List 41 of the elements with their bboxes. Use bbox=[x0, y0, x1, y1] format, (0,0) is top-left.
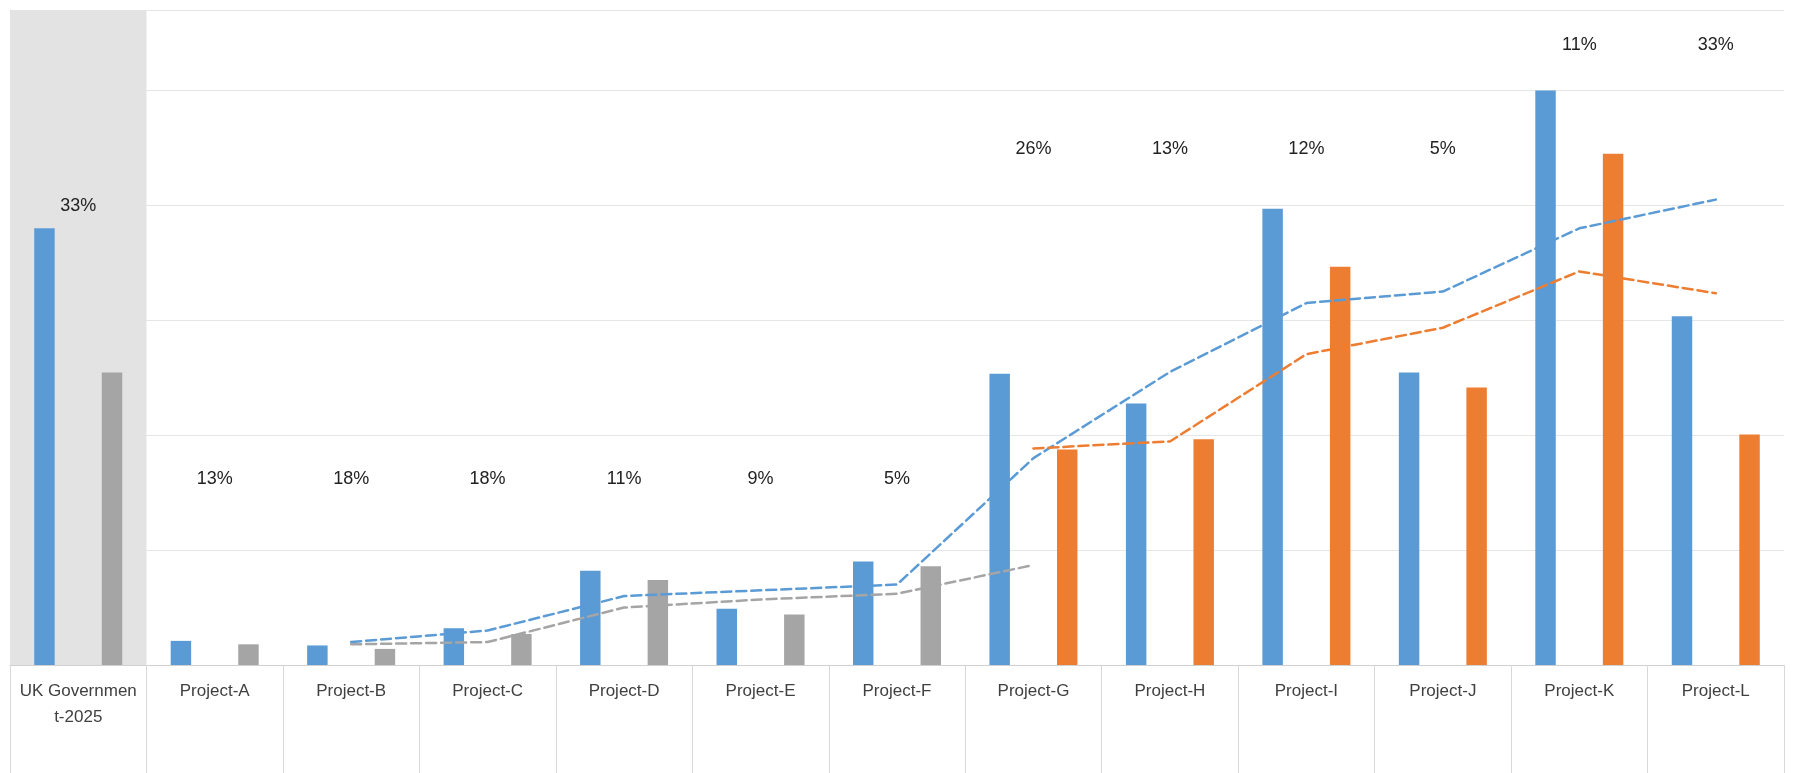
x-tick-label: Project-G bbox=[997, 680, 1070, 700]
bar bbox=[1057, 449, 1078, 665]
annotation: 26% bbox=[1015, 137, 1052, 158]
x-tick-label: Project-E bbox=[725, 680, 796, 700]
bar bbox=[34, 228, 55, 665]
x-tick-label: Project-A bbox=[179, 680, 251, 700]
x-tick-label: Project-K bbox=[1544, 680, 1615, 700]
x-tick-label: Project-J bbox=[1409, 680, 1477, 700]
bar bbox=[238, 644, 259, 665]
bar bbox=[101, 372, 123, 665]
x-tick-label: Project-L bbox=[1681, 680, 1750, 700]
bar bbox=[1398, 372, 1420, 665]
bar bbox=[1739, 434, 1760, 665]
annotation: 18% bbox=[333, 468, 370, 489]
annotation: 18% bbox=[469, 468, 506, 489]
annotation: 5% bbox=[1429, 137, 1456, 158]
annotation: 13% bbox=[1151, 137, 1188, 158]
bar bbox=[716, 608, 737, 665]
x-tick-label: Project-D bbox=[588, 680, 660, 700]
bar bbox=[1671, 316, 1693, 665]
x-tick-label: Project-C bbox=[452, 680, 524, 700]
bar bbox=[1125, 403, 1147, 665]
bar bbox=[307, 645, 328, 665]
x-tick-label: UK Government-2025 bbox=[19, 680, 137, 726]
annotation: 13% bbox=[196, 468, 233, 489]
bar bbox=[374, 648, 396, 665]
x-tick-label: Project-F bbox=[862, 680, 932, 700]
text: 33% bbox=[1697, 34, 1734, 55]
x-tick-label: Project-I bbox=[1274, 680, 1339, 700]
bar bbox=[170, 640, 192, 665]
bar bbox=[784, 614, 805, 665]
annotation: 5% bbox=[883, 468, 911, 489]
x-tick-label: Project-H bbox=[1134, 680, 1206, 700]
text: 11% bbox=[1561, 34, 1597, 55]
annotation: 11% bbox=[606, 468, 642, 489]
bar bbox=[1466, 387, 1487, 665]
x-tick-label: Project-B bbox=[316, 680, 387, 700]
annotation: 9% bbox=[747, 468, 774, 489]
bar bbox=[1193, 439, 1214, 665]
annotation: 12% bbox=[1288, 137, 1325, 158]
annotation: 33% bbox=[60, 195, 97, 216]
